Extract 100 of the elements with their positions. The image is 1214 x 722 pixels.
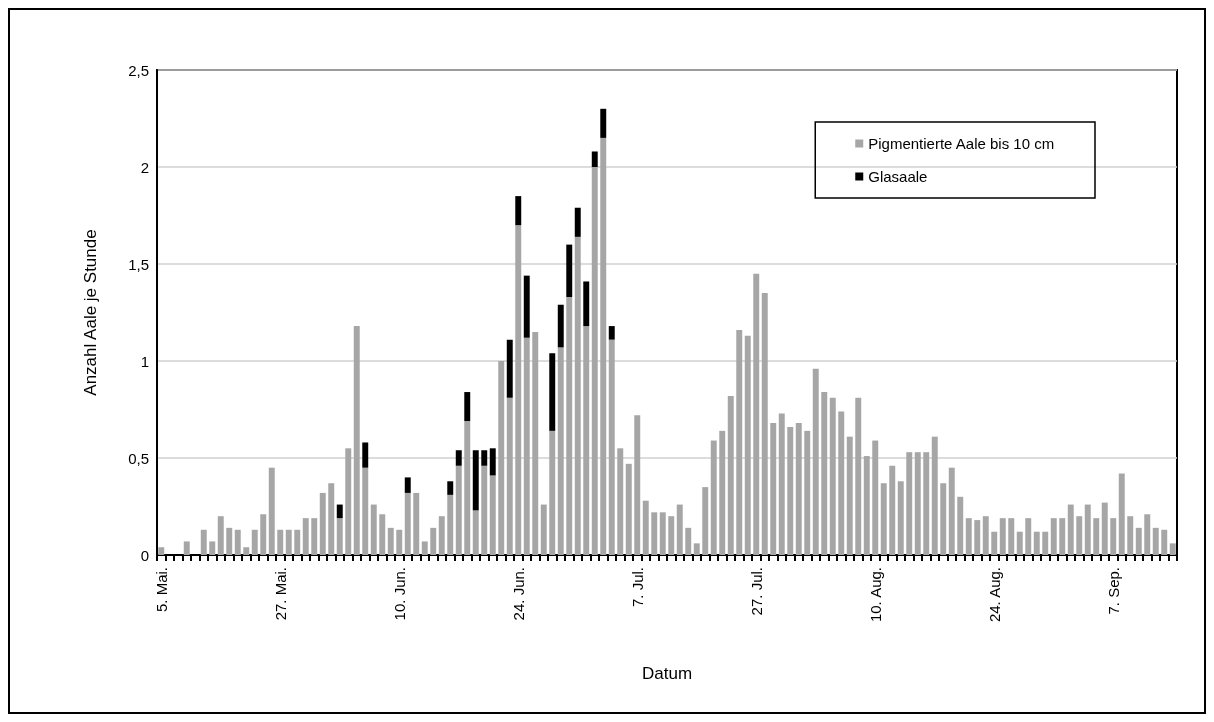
bar — [566, 296, 573, 555]
bar — [311, 518, 318, 555]
bar — [574, 207, 581, 237]
bar — [268, 467, 275, 555]
bar — [549, 430, 556, 555]
bar — [328, 483, 335, 555]
bar — [736, 329, 743, 555]
bar — [676, 504, 683, 555]
bar — [642, 500, 649, 555]
bar — [574, 236, 581, 555]
bar — [591, 167, 598, 555]
bar — [948, 467, 955, 555]
bar — [557, 304, 564, 348]
bar — [362, 442, 369, 468]
x-tick-label: 7. Jul. — [628, 567, 646, 608]
bar — [897, 481, 904, 555]
bar — [1127, 516, 1134, 555]
bar — [855, 397, 862, 555]
bar — [1008, 518, 1015, 555]
x-tick-label: 24. Jun. — [509, 567, 527, 621]
bar — [846, 436, 853, 555]
bar — [515, 225, 522, 555]
bar — [506, 339, 513, 398]
bar — [965, 518, 972, 555]
bar — [226, 527, 233, 555]
y-tick-label: 2 — [140, 158, 149, 176]
bar — [523, 337, 530, 555]
bar — [744, 335, 751, 555]
x-tick-label: 10. Aug. — [866, 567, 884, 623]
bar — [481, 465, 488, 555]
legend-label: Pigmentierte Aale bis 10 cm — [868, 135, 1055, 152]
y-tick-label: 1,5 — [128, 255, 149, 273]
bar — [549, 353, 556, 431]
bar — [438, 516, 445, 555]
bar — [566, 244, 573, 297]
bar — [1033, 531, 1040, 555]
x-tick-label: 27. Mai. — [271, 567, 289, 621]
bar — [532, 331, 539, 555]
bar — [914, 452, 921, 555]
bar — [183, 541, 190, 555]
bar — [625, 463, 632, 555]
bar — [982, 516, 989, 555]
bar — [974, 520, 981, 555]
bar — [617, 448, 624, 555]
bar — [336, 504, 343, 519]
bar — [957, 496, 964, 555]
bar — [991, 531, 998, 555]
bar — [591, 151, 598, 167]
bar — [498, 361, 505, 555]
bar — [251, 529, 258, 555]
bar — [1059, 518, 1066, 555]
bar — [931, 436, 938, 555]
bar — [693, 543, 700, 555]
bar — [1025, 518, 1032, 555]
bar — [940, 483, 947, 555]
bar — [583, 326, 590, 555]
bar — [634, 415, 641, 555]
bar — [1050, 518, 1057, 555]
bar — [455, 450, 462, 466]
bar — [455, 465, 462, 555]
bar — [464, 392, 471, 422]
x-tick-label: 5. Mai. — [152, 567, 170, 613]
bar — [999, 518, 1006, 555]
bar — [812, 368, 819, 555]
bar — [353, 326, 360, 555]
bar — [319, 492, 326, 555]
bar — [1084, 504, 1091, 555]
bar — [761, 293, 768, 555]
bar — [421, 541, 428, 555]
bar — [345, 448, 352, 555]
bar — [1067, 504, 1074, 555]
bar — [158, 547, 165, 555]
bar — [396, 529, 403, 555]
bar — [583, 281, 590, 327]
bar — [923, 452, 930, 555]
bar — [515, 196, 522, 226]
bar — [600, 137, 607, 555]
bar — [838, 411, 845, 555]
bar — [889, 465, 896, 555]
bar — [447, 481, 454, 495]
bar — [540, 504, 547, 555]
y-axis-title: Anzahl Aale je Stunde — [81, 229, 100, 396]
bar — [1161, 529, 1168, 555]
bar — [685, 527, 692, 555]
bar — [217, 516, 224, 555]
bar — [260, 514, 267, 555]
bar — [481, 450, 488, 466]
bar — [880, 483, 887, 555]
bar — [702, 487, 709, 555]
bar — [659, 512, 666, 555]
bar — [795, 423, 802, 555]
y-tick-label: 0,5 — [128, 449, 149, 467]
bar — [489, 448, 496, 476]
bar — [1152, 527, 1159, 555]
bar — [285, 529, 292, 555]
bar — [362, 467, 369, 555]
bar — [447, 494, 454, 555]
bar — [277, 529, 284, 555]
bar — [404, 477, 411, 493]
bar — [523, 275, 530, 338]
